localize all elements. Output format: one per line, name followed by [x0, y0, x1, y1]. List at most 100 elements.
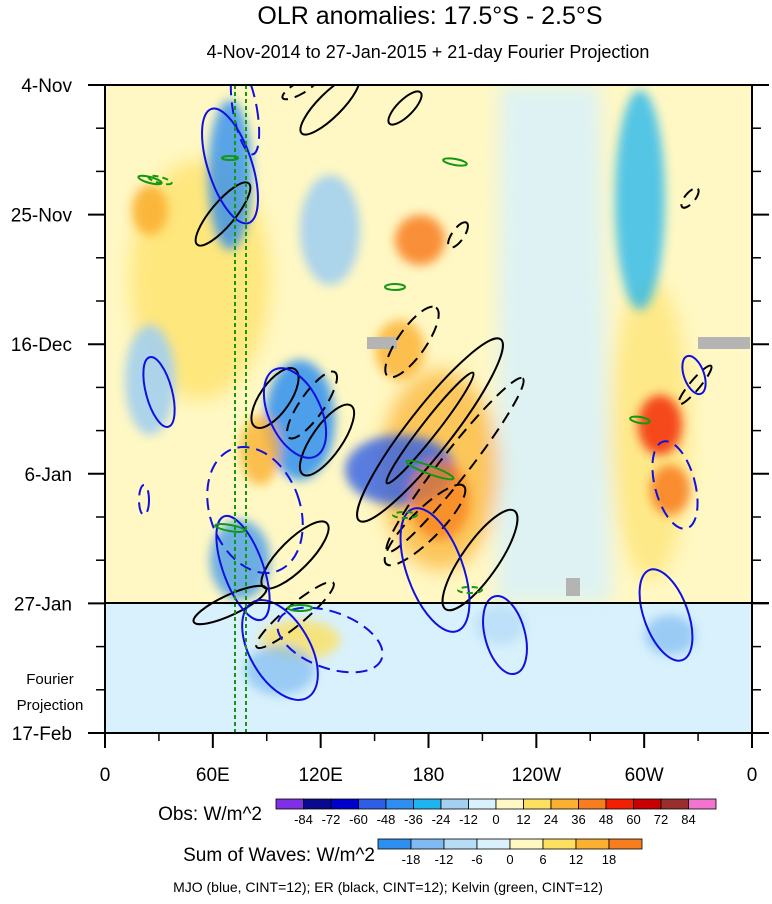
legend-level-label: 0 — [492, 812, 499, 827]
legend-swatch — [468, 798, 497, 810]
waves-legend-label: Sum of Waves: W/m^2 — [183, 845, 375, 866]
obs-anomaly-field — [125, 85, 750, 695]
missing-data — [698, 337, 750, 349]
kelvin-contour — [384, 283, 406, 291]
x-tick-label: 120E — [298, 765, 342, 786]
x-tick-label: 0 — [100, 765, 111, 786]
obs-legend-colorbar: -84 -72 -60 -48 -36 -24 -12 0 12 24 36 48 60 72 84 — [275, 798, 717, 827]
mjo-wave-contours-negative — [138, 85, 699, 674]
x-axis: 0 60E 120E 180 120W 60W 0 — [100, 733, 757, 786]
legend-swatch — [413, 798, 442, 810]
er-contour-negative — [281, 85, 319, 101]
legend-level-label: 72 — [654, 812, 668, 827]
mjo-contour-negative — [206, 446, 304, 574]
kelvin-wave-contours — [137, 155, 651, 612]
missing-data — [367, 337, 397, 349]
legend-level-label: -72 — [322, 812, 341, 827]
legend-swatch — [550, 798, 579, 810]
legend-swatch — [275, 798, 304, 810]
er-contour — [356, 337, 504, 523]
mjo-contour — [215, 514, 271, 622]
x-tick-label: 180 — [413, 765, 445, 786]
er-contour-negative — [384, 305, 440, 379]
er-contour — [192, 584, 268, 626]
kelvin-contour — [214, 523, 246, 533]
missing-data — [566, 578, 580, 596]
y-tick-label: 6-Jan — [24, 465, 72, 486]
y-tick-label: 4-Nov — [21, 76, 72, 97]
convective-region — [265, 360, 335, 480]
legend-level-label: -60 — [349, 812, 368, 827]
er-contour — [194, 181, 252, 247]
legend-swatch — [608, 838, 643, 850]
mjo-contour — [262, 367, 328, 459]
kelvin-contour — [405, 459, 455, 481]
mjo-contour-negative — [138, 484, 150, 516]
legend-swatch — [523, 798, 552, 810]
x-tick-label: 120W — [512, 765, 562, 786]
mjo-contour — [638, 568, 694, 662]
kelvin-contour — [221, 155, 239, 161]
er-contour — [387, 90, 423, 126]
projected-negative — [245, 645, 315, 695]
dry-region — [132, 185, 168, 235]
legend-swatch — [443, 838, 478, 850]
legend-swatch — [495, 798, 524, 810]
legend-swatch — [385, 798, 414, 810]
projection-start-markers — [234, 85, 247, 733]
legend-level-label: 48 — [599, 812, 613, 827]
er-wave-contours — [192, 85, 519, 626]
legend-level-label: -12 — [435, 852, 454, 867]
x-tick-label: 60W — [625, 765, 664, 786]
legend-level-label: -24 — [432, 812, 451, 827]
legend-level-label: 12 — [569, 852, 583, 867]
mjo-contour-negative — [651, 440, 699, 530]
legend-swatch — [605, 798, 634, 810]
legend-level-label: 12 — [516, 812, 530, 827]
y-tick-label: 17-Feb — [12, 724, 72, 745]
dry-region — [410, 460, 470, 540]
legend-swatch — [377, 838, 412, 850]
er-contour — [441, 508, 519, 612]
convective-region — [615, 90, 665, 310]
x-tick-label: 60E — [196, 765, 230, 786]
mjo-contour — [399, 507, 471, 633]
legend-swatch — [303, 798, 332, 810]
legend-level-label: 18 — [602, 852, 616, 867]
kelvin-contour — [629, 415, 651, 425]
legend-swatch — [476, 838, 511, 850]
legend-swatch — [633, 798, 662, 810]
legend-swatch — [509, 838, 544, 850]
legend-swatch — [330, 798, 359, 810]
y-tick-label: 27-Jan — [14, 594, 72, 615]
dry-region — [650, 465, 690, 515]
legend-swatch — [358, 798, 387, 810]
convective-region — [208, 100, 252, 250]
legend-level-label: 0 — [506, 852, 513, 867]
y-axis: 4-Nov 25-Nov 16-Dec 6-Jan 27-Jan 17-Feb — [11, 76, 769, 745]
legend-level-label: -36 — [404, 812, 423, 827]
legend-swatch — [542, 838, 577, 850]
legend-level-label: 36 — [571, 812, 585, 827]
legend-swatch — [440, 798, 469, 810]
plot-area — [105, 85, 752, 733]
dry-region — [375, 320, 425, 380]
dry-region — [638, 395, 682, 455]
mjo-contour — [201, 107, 259, 225]
convective-region — [210, 520, 270, 600]
er-wave-contours-negative — [255, 85, 713, 650]
legend-level-label: 60 — [626, 812, 640, 827]
mjo-contour-negative — [229, 85, 261, 156]
legend-level-label: -6 — [471, 852, 483, 867]
legend-swatch — [578, 798, 607, 810]
legend-swatch — [688, 798, 717, 810]
mjo-contour — [681, 354, 707, 396]
mjo-contour-negative — [276, 606, 384, 674]
dry-region — [395, 215, 445, 265]
convective-region — [300, 175, 360, 285]
legend-swatch — [410, 838, 445, 850]
legend-level-label: 24 — [544, 812, 558, 827]
convective-region — [125, 325, 175, 435]
chart-subtitle: 4-Nov-2014 to 27-Jan-2015 + 21-day Fouri… — [207, 42, 650, 62]
